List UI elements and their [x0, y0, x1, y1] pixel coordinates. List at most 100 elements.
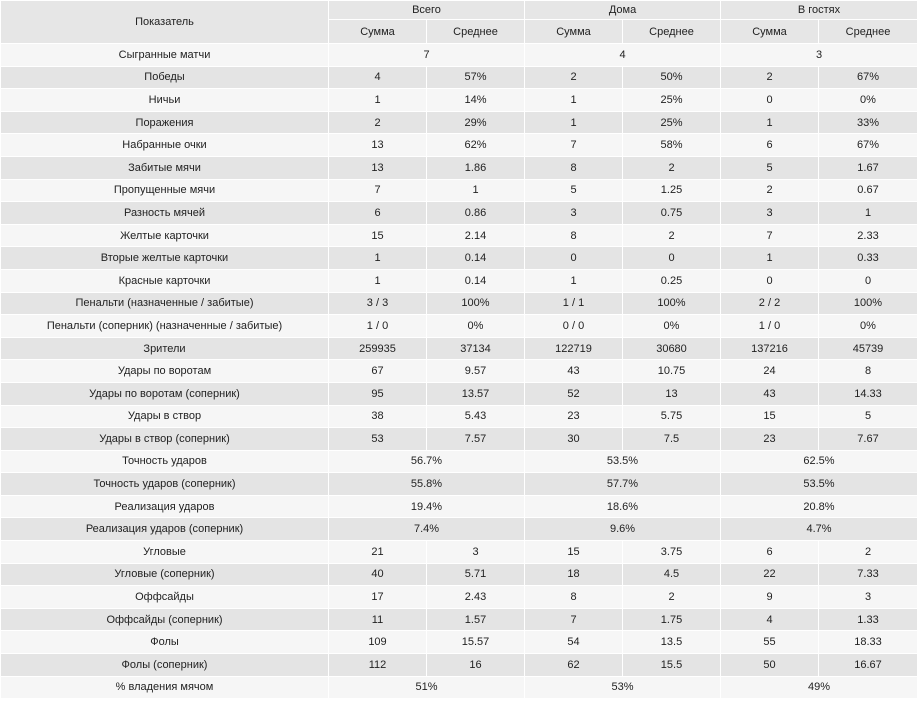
cell-sum-home: 0 / 0: [524, 314, 623, 338]
cell-sum-total: 11: [328, 607, 427, 632]
cell-avg-away: 0: [818, 268, 918, 293]
row-label: Разность мячей: [0, 201, 329, 225]
cell-sum-away: 50: [720, 653, 819, 677]
row-label: Реализация ударов: [0, 494, 329, 519]
group-header-total: Всего: [328, 0, 525, 20]
cell-avg-home: 50%: [622, 65, 721, 90]
cell-avg-home: 2: [622, 155, 721, 180]
cell-away: 4.7%: [720, 517, 918, 542]
cell-sum-away: 2 / 2: [720, 291, 819, 316]
cell-total: 7: [328, 43, 525, 67]
cell-avg-total: 0.14: [426, 268, 525, 293]
cell-sum-away: 5: [720, 155, 819, 180]
cell-sum-away: 2: [720, 65, 819, 90]
cell-sum-home: 52: [524, 381, 623, 406]
cell-total: 55.8%: [328, 472, 525, 496]
row-label: Удары по воротам: [0, 359, 329, 383]
table-row: Фолы 109 15.57 54 13.5 55 18.33: [0, 630, 918, 655]
table-header: Показатель Всего Дома В гостях Сумма Сре…: [0, 0, 918, 44]
cell-avg-home: 0: [622, 246, 721, 270]
cell-sum-home: 1: [524, 110, 623, 135]
cell-sum-away: 43: [720, 381, 819, 406]
cell-sum-home: 8: [524, 585, 623, 609]
table-row: Зрители 259935 37134 122719 30680 137216 45739: [0, 336, 918, 361]
table-row: Вторые желтые карточки 1 0.14 0 0 1 0.33: [0, 246, 918, 270]
table-row: Сыгранные матчи 7 4 3: [0, 43, 918, 67]
cell-avg-home: 30680: [622, 336, 721, 361]
cell-home: 53.5%: [524, 449, 721, 474]
table-row: Реализация ударов 19.4% 18.6% 20.8%: [0, 494, 918, 519]
row-label: Победы: [0, 65, 329, 90]
cell-sum-total: 1: [328, 268, 427, 293]
cell-sum-total: 109: [328, 630, 427, 655]
subheader-sum-home: Сумма: [524, 19, 623, 44]
cell-avg-away: 7.67: [818, 427, 918, 451]
cell-sum-total: 7: [328, 178, 427, 203]
cell-sum-total: 95: [328, 381, 427, 406]
table-row: Пенальти (назначенные / забитые) 3 / 3 100…: [0, 291, 918, 316]
subheader-avg-home: Среднее: [622, 19, 721, 44]
row-label: Поражения: [0, 110, 329, 135]
cell-sum-away: 23: [720, 427, 819, 451]
cell-avg-away: 0.67: [818, 178, 918, 203]
cell-avg-away: 1.67: [818, 155, 918, 180]
cell-sum-home: 2: [524, 65, 623, 90]
cell-avg-away: 3: [818, 585, 918, 609]
cell-avg-away: 14.33: [818, 381, 918, 406]
row-label: Удары по воротам (соперник): [0, 381, 329, 406]
row-label: Оффсайды: [0, 585, 329, 609]
cell-total: 51%: [328, 675, 525, 700]
cell-avg-total: 7.57: [426, 427, 525, 451]
cell-total: 19.4%: [328, 494, 525, 519]
cell-sum-total: 1: [328, 246, 427, 270]
table-row: Угловые (соперник) 40 5.71 18 4.5 22 7.33: [0, 562, 918, 587]
cell-avg-home: 1.75: [622, 607, 721, 632]
cell-sum-total: 15: [328, 223, 427, 248]
cell-avg-away: 33%: [818, 110, 918, 135]
table-row: % владения мячом 51% 53% 49%: [0, 675, 918, 700]
table-row: Удары по воротам 67 9.57 43 10.75 24 8: [0, 359, 918, 383]
cell-sum-home: 54: [524, 630, 623, 655]
cell-sum-total: 67: [328, 359, 427, 383]
row-label: Зрители: [0, 336, 329, 361]
subheader-avg-away: Среднее: [818, 19, 918, 44]
cell-sum-away: 0: [720, 88, 819, 112]
cell-sum-away: 24: [720, 359, 819, 383]
row-label: Удары в створ: [0, 404, 329, 429]
cell-avg-total: 29%: [426, 110, 525, 135]
cell-home: 53%: [524, 675, 721, 700]
row-label: Желтые карточки: [0, 223, 329, 248]
cell-sum-away: 1: [720, 246, 819, 270]
cell-sum-total: 4: [328, 65, 427, 90]
cell-sum-home: 0: [524, 246, 623, 270]
cell-avg-total: 100%: [426, 291, 525, 316]
table-row: Удары по воротам (соперник) 95 13.57 52 13 43…: [0, 381, 918, 406]
cell-sum-away: 6: [720, 133, 819, 157]
row-label: Красные карточки: [0, 268, 329, 293]
cell-sum-total: 13: [328, 133, 427, 157]
cell-avg-away: 7.33: [818, 562, 918, 587]
cell-avg-home: 0.75: [622, 201, 721, 225]
group-header-home: Дома: [524, 0, 721, 20]
table-row: Разность мячей 6 0.86 3 0.75 3 1: [0, 201, 918, 225]
cell-sum-away: 9: [720, 585, 819, 609]
row-label: Пропущенные мячи: [0, 178, 329, 203]
cell-avg-home: 13.5: [622, 630, 721, 655]
cell-avg-home: 25%: [622, 88, 721, 112]
cell-avg-away: 100%: [818, 291, 918, 316]
cell-avg-away: 1: [818, 201, 918, 225]
table-row: Удары в створ 38 5.43 23 5.75 15 5: [0, 404, 918, 429]
cell-away: 53.5%: [720, 472, 918, 496]
row-label: Фолы (соперник): [0, 653, 329, 677]
cell-avg-total: 16: [426, 653, 525, 677]
cell-away: 62.5%: [720, 449, 918, 474]
cell-home: 4: [524, 43, 721, 67]
cell-sum-away: 1 / 0: [720, 314, 819, 338]
cell-sum-total: 38: [328, 404, 427, 429]
cell-sum-home: 43: [524, 359, 623, 383]
table-row: Желтые карточки 15 2.14 8 2 7 2.33: [0, 223, 918, 248]
cell-sum-home: 122719: [524, 336, 623, 361]
cell-sum-total: 112: [328, 653, 427, 677]
cell-sum-home: 8: [524, 223, 623, 248]
cell-sum-away: 2: [720, 178, 819, 203]
